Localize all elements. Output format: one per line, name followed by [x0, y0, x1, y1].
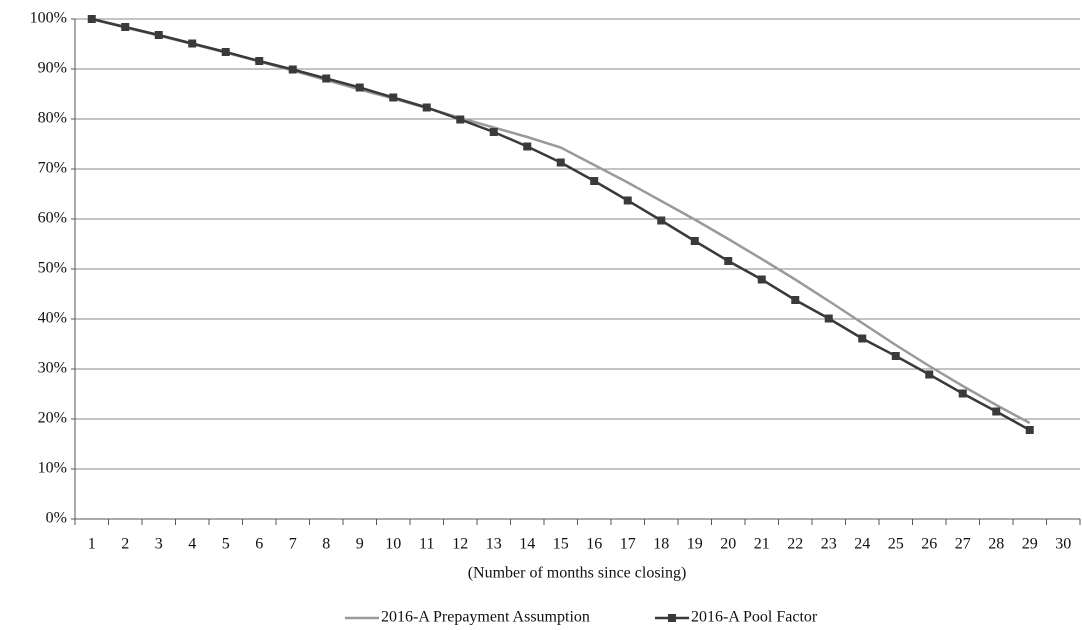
y-tick-label: 100% — [30, 10, 67, 27]
y-tick-label: 30% — [38, 360, 67, 377]
x-tick-label: 21 — [754, 536, 770, 553]
x-tick-label: 28 — [988, 536, 1004, 553]
point-marker — [87, 15, 96, 23]
point-marker — [389, 93, 398, 102]
x-tick-label: 13 — [486, 536, 502, 553]
x-tick-label: 2 — [121, 536, 129, 553]
point-marker — [858, 334, 867, 343]
legend-marker — [668, 614, 676, 622]
y-tick-label: 70% — [38, 160, 67, 177]
x-tick-label: 12 — [452, 536, 468, 553]
x-tick-label: 5 — [222, 536, 230, 553]
x-tick-label: 29 — [1022, 536, 1038, 553]
y-tick-label: 80% — [38, 110, 67, 127]
legend-label: 2016-A Pool Factor — [691, 609, 818, 626]
point-marker — [958, 389, 967, 398]
y-tick-label: 50% — [38, 260, 67, 277]
y-tick-label: 0% — [46, 510, 67, 527]
x-tick-label: 15 — [553, 536, 569, 553]
x-tick-label: 1 — [88, 536, 96, 553]
x-tick-label: 25 — [888, 536, 904, 553]
series-line — [91, 17, 1031, 432]
x-tick-label: 6 — [255, 536, 263, 553]
y-tick-label: 40% — [38, 310, 67, 327]
point-marker — [690, 237, 699, 245]
x-tick-label: 23 — [821, 536, 837, 553]
x-tick-label: 19 — [687, 536, 703, 553]
x-tick-label: 11 — [419, 536, 434, 553]
x-tick-label: 27 — [955, 536, 971, 553]
point-marker — [121, 23, 130, 31]
series-line — [91, 17, 1031, 425]
x-tick-label: 22 — [787, 536, 803, 553]
point-marker — [288, 65, 297, 74]
point-marker — [221, 48, 230, 56]
x-axis-label: (Number of months since closing) — [468, 565, 687, 582]
legend-label: 2016-A Prepayment Assumption — [381, 609, 590, 626]
point-marker — [1025, 426, 1034, 434]
point-marker — [590, 177, 599, 185]
x-tick-label: 7 — [289, 536, 297, 553]
x-tick-label: 3 — [155, 536, 163, 553]
x-tick-label: 4 — [188, 536, 196, 553]
x-tick-label: 20 — [720, 536, 736, 553]
x-tick-label: 24 — [854, 536, 870, 553]
point-marker — [623, 196, 632, 205]
point-marker — [992, 407, 1001, 416]
x-tick-label: 26 — [921, 536, 937, 553]
point-marker — [154, 31, 163, 39]
point-marker — [824, 314, 833, 323]
point-marker — [925, 370, 934, 379]
point-marker — [355, 83, 364, 92]
x-tick-label: 17 — [620, 536, 636, 553]
point-marker — [322, 74, 331, 83]
point-marker — [489, 128, 498, 136]
x-tick-label: 14 — [519, 536, 535, 553]
point-marker — [556, 158, 565, 167]
point-marker — [523, 142, 532, 151]
y-tick-label: 60% — [38, 210, 67, 227]
point-marker — [456, 115, 465, 124]
x-tick-label: 10 — [385, 536, 401, 553]
x-tick-label: 9 — [356, 536, 364, 553]
point-marker — [757, 275, 766, 284]
point-marker — [188, 39, 197, 48]
x-tick-label: 18 — [653, 536, 669, 553]
x-tick-label: 16 — [586, 536, 602, 553]
point-marker — [724, 257, 733, 265]
point-marker — [891, 352, 900, 360]
x-tick-label: 30 — [1055, 536, 1071, 553]
point-marker — [422, 103, 431, 112]
point-marker — [791, 296, 800, 304]
x-tick-label: 8 — [322, 536, 330, 553]
y-tick-label: 90% — [38, 60, 67, 77]
y-tick-label: 10% — [38, 460, 67, 477]
y-tick-label: 20% — [38, 410, 67, 427]
point-marker — [657, 216, 666, 225]
point-marker — [255, 57, 264, 65]
